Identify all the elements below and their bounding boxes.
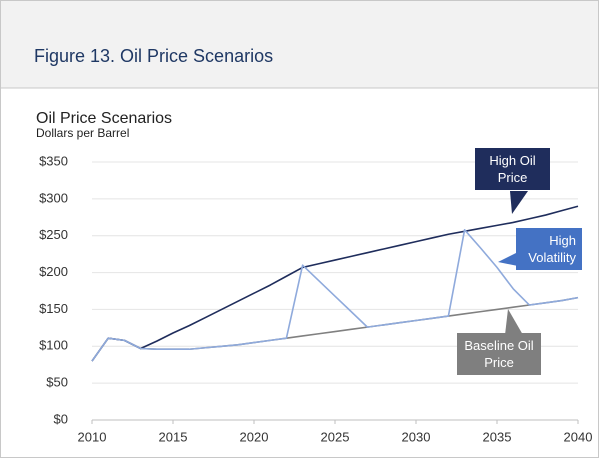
y-tick-label: $200 xyxy=(39,264,68,279)
header-band xyxy=(1,1,598,88)
y-tick-label: $350 xyxy=(39,153,68,168)
callout-pointer xyxy=(505,309,523,335)
callout-high-volatility: High Volatility xyxy=(516,228,582,270)
x-tick-label: 2010 xyxy=(78,429,107,444)
x-tick-label: 2035 xyxy=(483,429,512,444)
callout-pointer xyxy=(510,191,528,214)
y-tick-label: $250 xyxy=(39,227,68,242)
y-tick-label: $0 xyxy=(54,411,68,426)
series-line xyxy=(91,205,579,362)
y-tick-label: $50 xyxy=(46,375,68,390)
x-tick-label: 2020 xyxy=(240,429,269,444)
chart-subtitle: Dollars per Barrel xyxy=(36,126,129,140)
series-line xyxy=(91,229,579,362)
callout-pointer xyxy=(498,252,518,266)
y-tick-label: $100 xyxy=(39,338,68,353)
x-tick-label: 2015 xyxy=(159,429,188,444)
x-tick-label: 2040 xyxy=(564,429,593,444)
figure-title: Figure 13. Oil Price Scenarios xyxy=(34,46,273,66)
y-tick-label: $150 xyxy=(39,301,68,316)
callout-high-oil: High Oil Price xyxy=(475,148,550,190)
callout-baseline: Baseline Oil Price xyxy=(457,333,541,375)
chart-title: Oil Price Scenarios xyxy=(36,110,172,127)
y-tick-label: $300 xyxy=(39,190,68,205)
x-tick-label: 2025 xyxy=(321,429,350,444)
x-tick-label: 2030 xyxy=(402,429,431,444)
